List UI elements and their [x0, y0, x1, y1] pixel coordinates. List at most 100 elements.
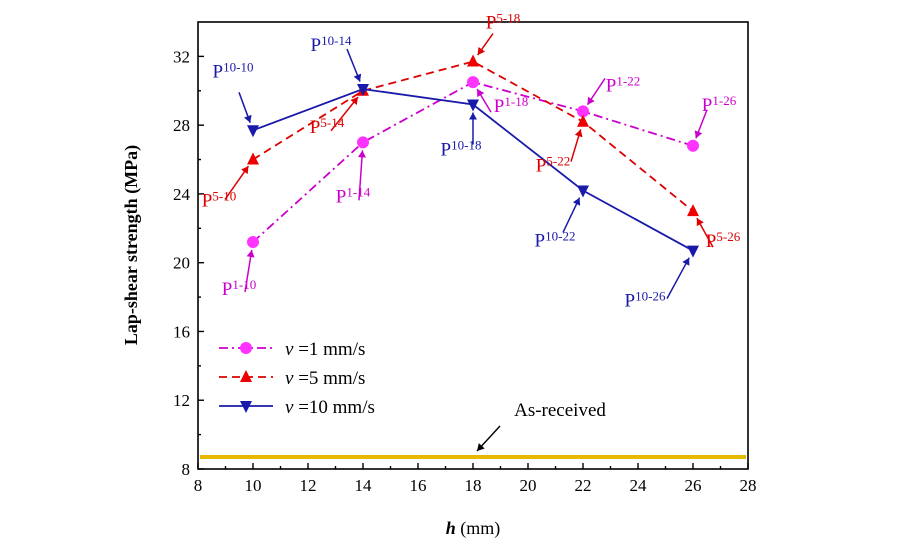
legend-marker	[240, 401, 252, 413]
y-tick-label: 24	[173, 185, 191, 204]
point-label-arrowhead	[477, 47, 485, 56]
data-point	[247, 125, 259, 138]
y-tick-label: 28	[173, 116, 190, 135]
legend-variable: ν	[285, 339, 294, 360]
x-tick-label: 18	[465, 476, 482, 495]
point-label: P5-22	[536, 154, 570, 177]
point-label: P5-26	[706, 229, 741, 252]
x-tick-label: 28	[740, 476, 757, 495]
point-label: P5-10	[202, 189, 236, 212]
legend-text-rest: =5 mm/s	[293, 368, 365, 389]
point-label-main: P	[606, 75, 617, 96]
as-received-label: As-received	[514, 400, 606, 421]
point-label-arrowhead	[246, 249, 255, 258]
point-label-main: P	[535, 230, 546, 251]
y-tick-label: 12	[173, 391, 190, 410]
point-label-arrow	[358, 150, 364, 201]
point-label-arrowhead	[350, 97, 359, 105]
legend-label: ν =10 mm/s	[285, 397, 375, 418]
legend-marker	[240, 342, 252, 354]
data-point	[687, 245, 699, 258]
point-label-main: P	[441, 140, 452, 161]
point-label-arrowhead	[572, 197, 581, 206]
point-label: P1-18	[494, 94, 528, 117]
data-point	[687, 139, 699, 152]
point-label-sub: 5-10	[212, 189, 236, 204]
point-label-arrow	[244, 249, 253, 293]
point-label-main: P	[702, 95, 713, 116]
data-point	[687, 204, 699, 217]
data-point	[247, 236, 259, 249]
legend-label: ν =5 mm/s	[285, 368, 365, 389]
point-label-main: P	[310, 117, 321, 138]
point-label-arrowhead	[357, 150, 366, 158]
point-label-main: P	[311, 35, 322, 56]
x-tick-label: 20	[520, 476, 537, 495]
point-label-sub: 10-22	[545, 228, 575, 243]
point-label-sub: 10-14	[321, 33, 352, 48]
point-label: P10-22	[535, 228, 576, 251]
point-label-sub: 10-18	[451, 138, 481, 153]
point-label-arrowhead	[682, 257, 690, 266]
x-tick-label: 10	[245, 476, 262, 495]
point-label-arrowhead	[353, 73, 362, 82]
point-label-sub: 1-10	[232, 277, 256, 292]
point-label-main: P	[625, 291, 636, 312]
point-label-sub: 5-14	[320, 115, 344, 130]
annotation-layer: As-received	[476, 400, 606, 452]
data-point	[357, 84, 369, 97]
point-label-arrowhead	[244, 114, 252, 123]
x-tick-label: 8	[194, 476, 203, 495]
legend-label: ν =1 mm/s	[285, 339, 365, 360]
point-label-arrow	[330, 96, 359, 132]
point-label-main: P	[202, 191, 213, 212]
point-label-arrowhead	[574, 129, 583, 138]
point-label: P10-10	[213, 59, 254, 82]
legend-variable: ν	[285, 368, 294, 389]
ticks-layer: 8 10 12 14 16 18 20 22 24 26 28 8 12 16 20 24 28 32	[173, 47, 757, 495]
point-label: P10-14	[311, 33, 352, 56]
point-label-arrowhead	[696, 218, 704, 227]
data-point	[467, 54, 479, 67]
x-axis-variable: h	[446, 518, 456, 538]
point-label: P5-18	[486, 11, 520, 34]
point-label-sub: 5-26	[716, 229, 740, 244]
point-label-sub: 1-26	[712, 93, 736, 108]
point-label: P10-26	[625, 289, 666, 312]
as-received-arrowhead	[477, 443, 485, 451]
data-point	[357, 136, 369, 149]
y-tick-label: 8	[182, 460, 191, 479]
x-axis-label: h (mm)	[446, 518, 501, 539]
legend-text-rest: =1 mm/s	[293, 339, 365, 360]
point-label: P5-14	[310, 115, 345, 138]
point-label-sub: 5-18	[496, 11, 520, 26]
series-layer	[247, 54, 699, 258]
legend-text-rest: =10 mm/s	[293, 397, 374, 418]
point-label-sub: 1-14	[346, 184, 370, 199]
point-label-arrowhead	[694, 130, 703, 139]
point-label-sub: 1-22	[616, 73, 640, 88]
point-label-main: P	[706, 231, 717, 252]
point-label: P10-18	[441, 138, 482, 161]
point-label-arrowhead	[469, 112, 477, 120]
point-label-arrow	[666, 257, 690, 300]
plot-frame	[197, 21, 749, 470]
legend: ν =1 mm/sν =5 mm/sν =10 mm/s	[219, 339, 375, 418]
x-tick-label: 14	[355, 476, 373, 495]
axes-layer	[197, 21, 749, 470]
x-tick-label: 26	[685, 476, 702, 495]
data-point	[577, 185, 589, 198]
data-point	[247, 152, 259, 165]
x-axis-unit: (mm)	[456, 518, 501, 539]
x-tick-label: 22	[575, 476, 592, 495]
point-label-main: P	[494, 96, 505, 117]
point-label-main: P	[213, 61, 224, 82]
point-label-main: P	[336, 186, 347, 207]
point-labels-layer: P1-10P1-14P1-18P1-22P1-26P5-10P5-14P5-18…	[202, 11, 741, 312]
x-tick-label: 24	[630, 476, 648, 495]
x-tick-label: 12	[300, 476, 317, 495]
point-label-sub: 5-22	[546, 154, 570, 169]
legend-variable: ν	[285, 397, 294, 418]
point-label-arrowhead	[241, 166, 249, 175]
data-point	[577, 114, 589, 127]
